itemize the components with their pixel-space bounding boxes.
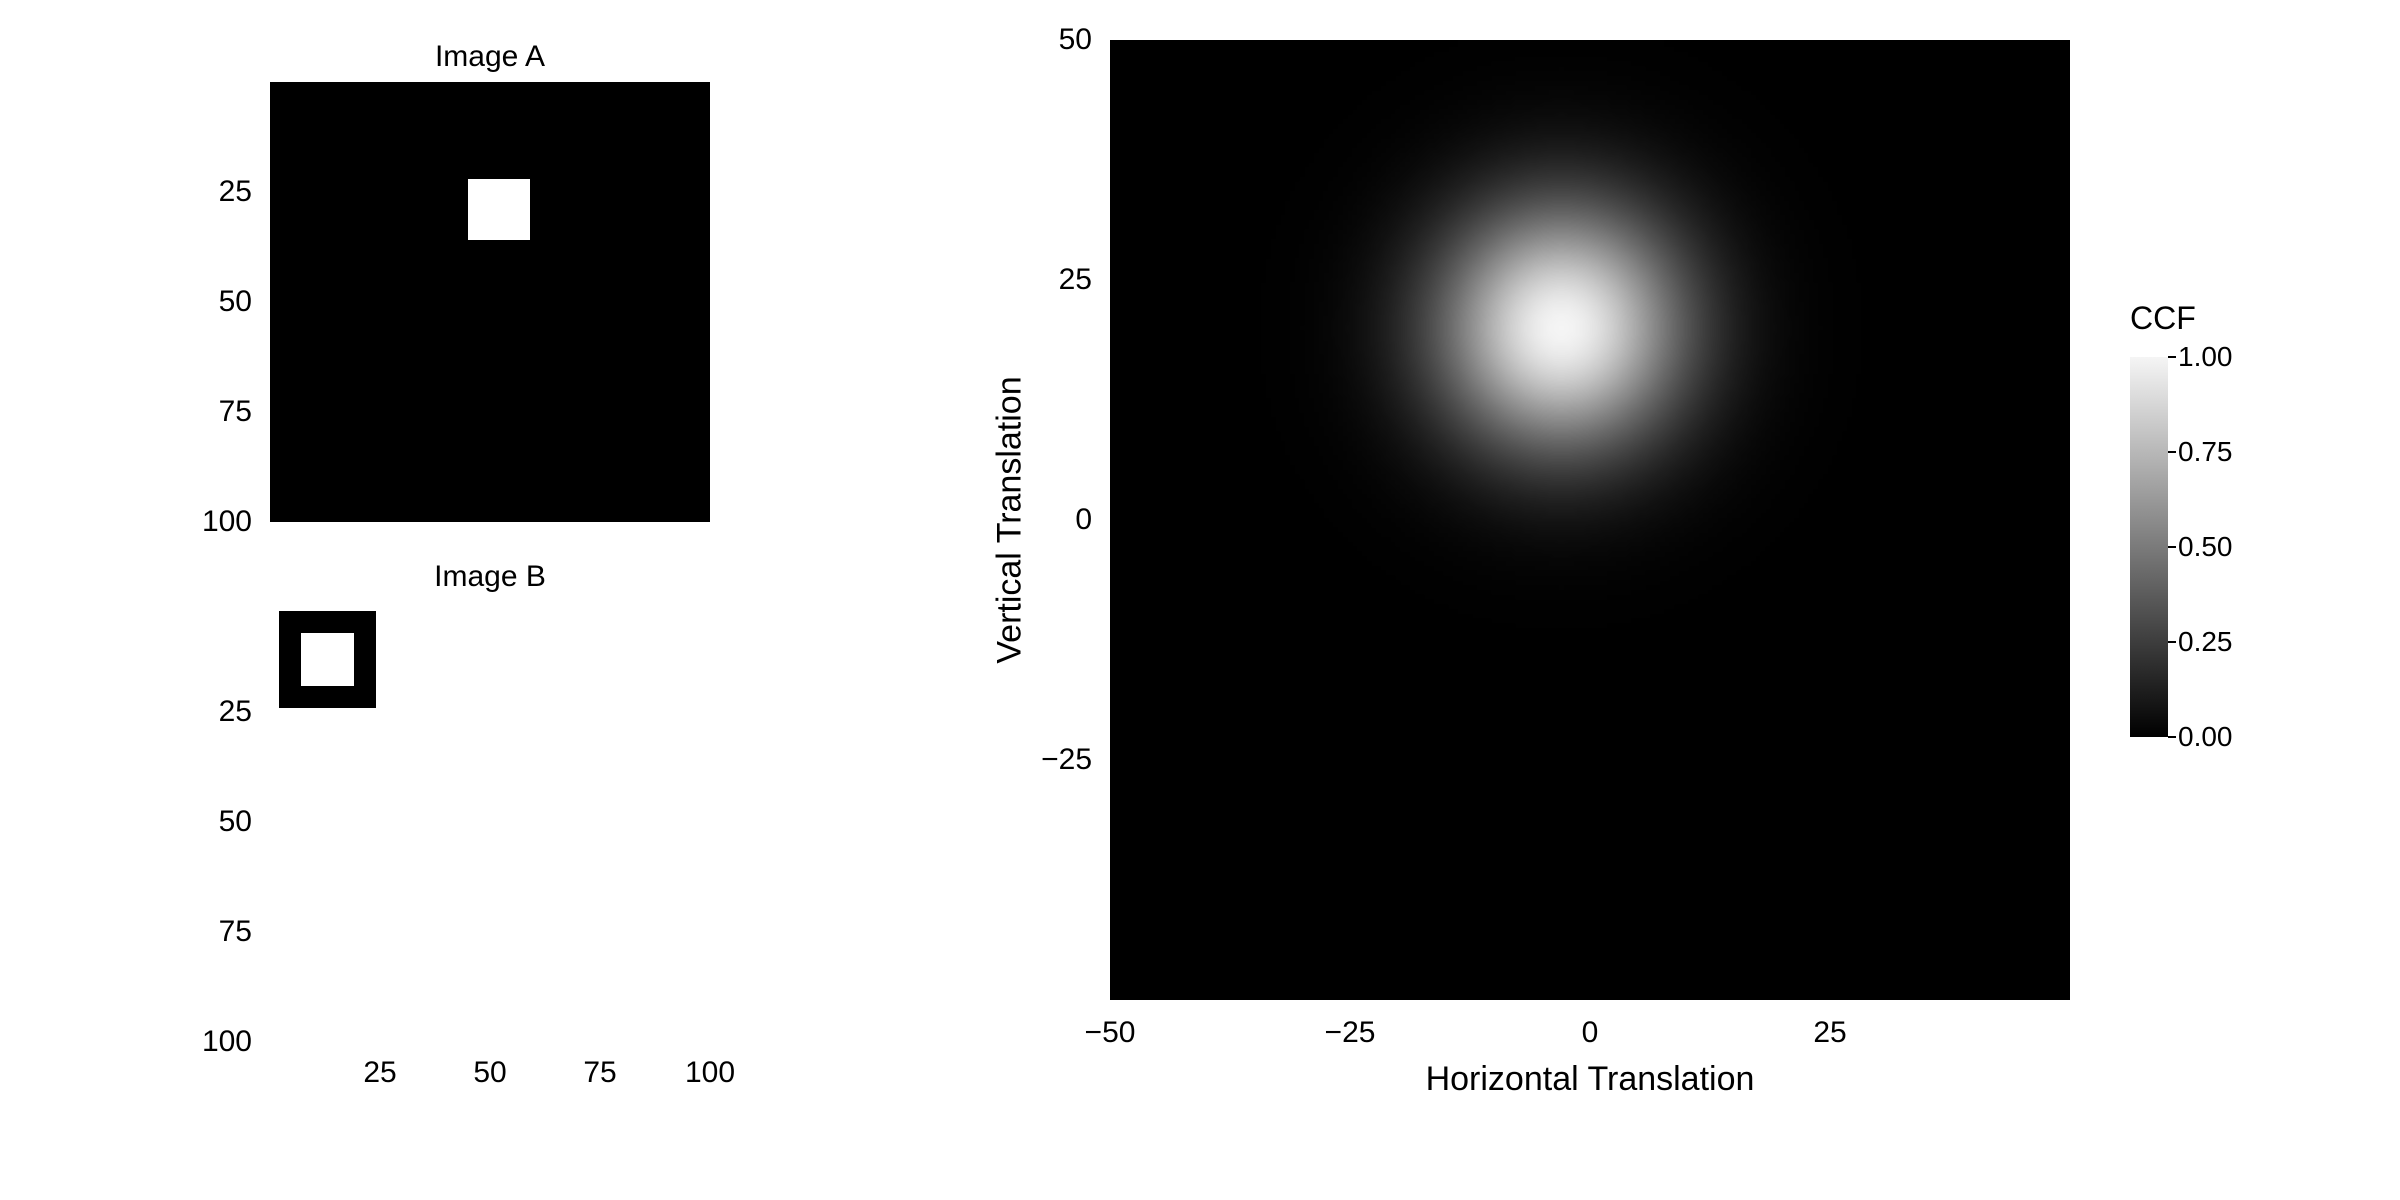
image-b-x-tick: 25 [363,1056,396,1090]
legend-tick-mark [2168,451,2176,453]
left-column: Image A 255075100 Image B 255075100 2550… [150,40,870,1160]
image-a-title: Image A [270,40,710,74]
ccf-x-tick: 25 [1813,1016,1846,1050]
ccf-plot-area: −2502550 −50−25025 Vertical Translation … [1110,40,2070,1000]
ccf-x-axis-label: Horizontal Translation [1426,1060,1755,1099]
legend-tick-mark [2168,356,2176,358]
image-b-y-tick: 50 [219,805,252,839]
ccf-heatmap [1110,40,2070,1000]
image-b-x-tick: 100 [685,1056,735,1090]
figure-container: Image A 255075100 Image B 255075100 2550… [150,40,2300,1160]
legend-tick-label: 1.00 [2178,341,2233,373]
ccf-x-tick: −25 [1325,1016,1376,1050]
legend-tick-label: 0.75 [2178,436,2233,468]
image-a-raster [270,82,710,522]
image-b-y-tick: 25 [219,695,252,729]
ccf-panel: −2502550 −50−25025 Vertical Translation … [980,40,2330,1160]
image-b-white-square [301,633,354,686]
image-a-white-square [468,179,530,241]
legend-tick-mark [2168,546,2176,548]
ccf-y-axis-label: Vertical Translation [991,376,1030,663]
image-a-y-tick: 25 [219,175,252,209]
legend-tick-mark [2168,736,2176,738]
image-a-y-tick: 75 [219,395,252,429]
legend-tick-mark [2168,641,2176,643]
ccf-y-tick: −25 [1041,743,1092,777]
image-a-y-tick: 100 [202,505,252,539]
image-b-x-tick: 50 [473,1056,506,1090]
image-a-plot: 255075100 [270,82,710,522]
image-b-title: Image B [270,560,710,594]
legend-tick-label: 0.25 [2178,626,2233,658]
legend-tick-label: 0.00 [2178,721,2233,753]
ccf-legend-title: CCF [2130,300,2310,337]
ccf-y-tick: 50 [1059,23,1092,57]
ccf-legend-colorbar: 0.000.250.500.751.00 [2130,357,2168,737]
ccf-legend: CCF 0.000.250.500.751.00 [2130,300,2310,737]
legend-tick-label: 0.50 [2178,531,2233,563]
ccf-y-tick: 25 [1059,263,1092,297]
image-b-plot: 255075100 255075100 [270,602,710,1042]
image-b-x-tick: 75 [583,1056,616,1090]
ccf-x-tick: −50 [1085,1016,1136,1050]
ccf-y-tick: 0 [1075,503,1092,537]
image-b-y-tick: 75 [219,915,252,949]
ccf-x-tick: 0 [1582,1016,1599,1050]
image-b-y-tick: 100 [202,1025,252,1059]
image-a-y-tick: 50 [219,285,252,319]
